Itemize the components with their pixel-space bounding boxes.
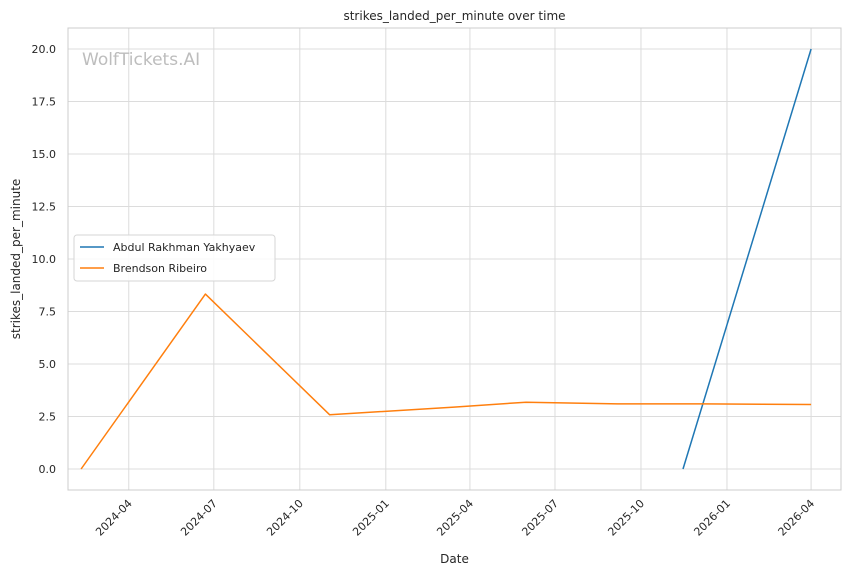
y-tick-label: 20.0 (32, 43, 57, 56)
y-tick-label: 17.5 (32, 96, 57, 109)
grid (68, 28, 841, 490)
x-axis-title: Date (440, 552, 469, 566)
chart-title: strikes_landed_per_minute over time (343, 9, 565, 23)
series-line-brendson-ribeiro (80, 293, 812, 470)
y-tick-label: 7.5 (39, 306, 57, 319)
y-tick-label: 15.0 (32, 148, 57, 161)
y-axis-title: strikes_landed_per_minute (9, 179, 23, 340)
series-line-abdul-rakhman-yakhyaev (682, 48, 812, 470)
legend: Abdul Rakhman Yakhyaev Brendson Ribeiro (73, 234, 276, 282)
plot-area (67, 27, 842, 491)
legend-label-brendson-ribeiro: Brendson Ribeiro (113, 262, 207, 275)
series-layer (80, 48, 812, 470)
legend-label-abdul-rakhman-yakhyaev: Abdul Rakhman Yakhyaev (113, 241, 256, 254)
y-axis: 0.0 2.5 5.0 7.5 10.0 12.5 15.0 17.5 20.0 (32, 43, 57, 476)
y-tick-label: 2.5 (39, 411, 57, 424)
y-tick-label: 10.0 (32, 253, 57, 266)
legend-box (73, 234, 276, 282)
y-tick-label: 5.0 (39, 358, 57, 371)
y-tick-label: 12.5 (32, 201, 57, 214)
y-tick-label: 0.0 (39, 463, 57, 476)
watermark-text: WolfTickets.AI (82, 50, 200, 70)
